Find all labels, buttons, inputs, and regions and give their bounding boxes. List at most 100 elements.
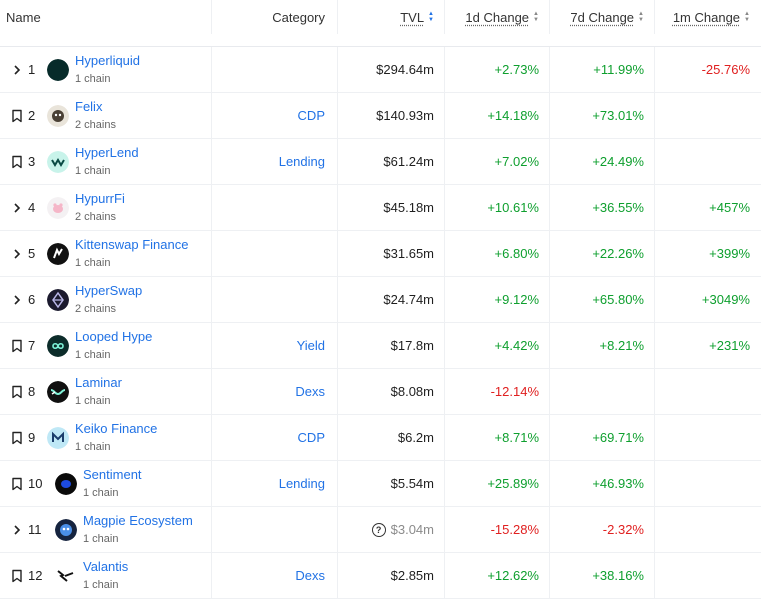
category-cell: [212, 231, 338, 276]
tvl-cell: $140.93m: [338, 93, 445, 138]
chevron-right-icon[interactable]: [6, 202, 28, 214]
chevron-right-icon[interactable]: [6, 524, 28, 536]
table-row[interactable]: 1 Hyperliquid 1 chain $294.64m +2.73% +11.99%…: [0, 47, 761, 93]
header-1m-change-sort[interactable]: 1m Change ▲ ▼: [672, 9, 750, 25]
bookmark-icon[interactable]: [6, 155, 28, 169]
header-7d-change-sort[interactable]: 7d Change ▲ ▼: [550, 0, 655, 34]
name-cell: 12 Valantis 1 chain: [0, 553, 212, 598]
table-row[interactable]: 8 Laminar 1 chain Dexs $8.08m -12.14%: [0, 369, 761, 415]
tvl-value: $24.74m: [383, 292, 434, 307]
table-row[interactable]: 9 Keiko Finance 1 chain CDP $6.2m +8.71% +69.7…: [0, 415, 761, 461]
change-1m-value: +231%: [709, 338, 750, 353]
kittenswap-logo: [47, 242, 69, 265]
category-link[interactable]: CDP: [297, 108, 325, 123]
tvl-cell: ? $3.04m: [338, 507, 445, 552]
protocol-name-link[interactable]: Valantis: [83, 559, 129, 574]
header-divider: [0, 34, 761, 47]
rank-number: 1: [28, 62, 36, 77]
change-7d-cell: +22.26%: [550, 231, 655, 276]
category-link[interactable]: Lending: [278, 476, 325, 491]
change-1d-value: +10.61%: [487, 200, 539, 215]
chevron-right-icon[interactable]: [6, 64, 28, 76]
chain-count: 1 chain: [75, 349, 111, 361]
question-icon[interactable]: ?: [371, 522, 386, 537]
change-1m-value: +399%: [709, 246, 750, 261]
table-row[interactable]: 7 Looped Hype 1 chain Yield $17.8m +4.42% +8.2…: [0, 323, 761, 369]
laminar-logo: [47, 380, 69, 403]
name-cell: 2 Felix 2 chains: [0, 93, 212, 138]
category-cell: [212, 185, 338, 230]
change-7d-value: +38.16%: [592, 568, 644, 583]
bookmark-icon[interactable]: [6, 569, 28, 583]
table-row[interactable]: 5 Kittenswap Finance 1 chain $31.65m +6.80% +…: [0, 231, 761, 277]
protocol-name-link[interactable]: Keiko Finance: [75, 421, 158, 436]
table-row[interactable]: 3 HyperLend 1 chain Lending $61.24m +7.02% +24…: [0, 139, 761, 185]
change-7d-value: +8.21%: [599, 338, 644, 353]
change-7d-cell: +36.55%: [550, 185, 655, 230]
table-row[interactable]: 2 Felix 2 chains CDP $140.93m +14.18% +73.01%: [0, 93, 761, 139]
table-row[interactable]: 12 Valantis 1 chain Dexs $2.85m +12.62% +38.16…: [0, 553, 761, 599]
name-cell: 11 Magpie Ecosystem 1 chain: [0, 507, 212, 552]
table-row[interactable]: 4 HypurrFi 2 chains $45.18m +10.61% +36.55% +4…: [0, 185, 761, 231]
protocol-name-link[interactable]: Sentiment: [83, 467, 142, 482]
change-7d-cell: +65.80%: [550, 277, 655, 322]
tvl-cell: $6.2m: [338, 415, 445, 460]
rank-number: 3: [28, 154, 36, 169]
change-1m-cell: [655, 93, 761, 138]
chain-count: 1 chain: [75, 395, 111, 407]
table-row[interactable]: 11 Magpie Ecosystem 1 chain? $3.04m -15.28% -…: [0, 507, 761, 553]
category-link[interactable]: Dexs: [295, 568, 325, 583]
name-cell: 3 HyperLend 1 chain: [0, 139, 212, 184]
chain-count: 2 chains: [75, 303, 116, 315]
protocol-name-link[interactable]: HyperLend: [75, 145, 139, 160]
change-1m-cell: [655, 139, 761, 184]
tvl-cell: $294.64m: [338, 47, 445, 92]
change-7d-value: -2.32%: [602, 522, 644, 537]
header-1d-change-sort[interactable]: 1d Change ▲ ▼: [445, 0, 550, 34]
bookmark-icon[interactable]: [6, 109, 28, 123]
change-1d-value: +8.71%: [494, 430, 539, 445]
change-1m-value: +457%: [709, 200, 750, 215]
protocol-name-link[interactable]: HypurrFi: [75, 191, 125, 206]
category-link[interactable]: Dexs: [295, 384, 325, 399]
bookmark-icon[interactable]: [6, 431, 28, 445]
protocol-name-link[interactable]: Looped Hype: [75, 329, 153, 344]
change-7d-value: +11.99%: [593, 62, 644, 77]
chevron-right-icon[interactable]: [6, 294, 28, 306]
tvl-value: $5.54m: [390, 476, 434, 491]
sort-icon: ▲ ▼: [428, 11, 434, 23]
rank-number: 5: [28, 246, 36, 261]
protocol-name-link[interactable]: Magpie Ecosystem: [83, 513, 193, 528]
rank-number: 8: [28, 384, 36, 399]
tvl-value: $3.04m: [390, 522, 434, 537]
table-row[interactable]: 6 HyperSwap 2 chains $24.74m +9.12% +65.80% +3…: [0, 277, 761, 323]
chain-count: 1 chain: [83, 487, 119, 499]
bookmark-icon[interactable]: [6, 477, 28, 491]
category-link[interactable]: Lending: [278, 154, 325, 169]
rank-number: 6: [28, 292, 36, 307]
rank-number: 11: [28, 522, 42, 537]
change-1m-cell: +231%: [655, 323, 761, 368]
rank-number: 2: [28, 108, 36, 123]
header-tvl-sort[interactable]: TVL ▲ ▼: [338, 0, 445, 34]
chain-count: 1 chain: [75, 257, 111, 269]
protocol-name-link[interactable]: Felix: [75, 99, 103, 114]
chevron-right-icon[interactable]: [6, 248, 28, 260]
change-1d-cell: +14.18%: [445, 93, 550, 138]
protocol-name-link[interactable]: Hyperliquid: [75, 53, 141, 68]
category-cell: [212, 277, 338, 322]
protocol-name-link[interactable]: Laminar: [75, 375, 122, 390]
chain-count: 1 chain: [75, 165, 111, 177]
tvl-value: $140.93m: [376, 108, 434, 123]
category-link[interactable]: CDP: [297, 430, 325, 445]
category-link[interactable]: Yield: [296, 338, 325, 353]
looped-hype-logo: [47, 334, 69, 357]
sentiment-logo: [55, 472, 77, 495]
change-7d-value: +46.93%: [592, 476, 644, 491]
protocol-name-link[interactable]: HyperSwap: [75, 283, 143, 298]
change-1d-cell: +10.61%: [445, 185, 550, 230]
table-row[interactable]: 10 Sentiment 1 chain Lending $5.54m +25.89% +4…: [0, 461, 761, 507]
protocol-name-link[interactable]: Kittenswap Finance: [75, 237, 189, 252]
bookmark-icon[interactable]: [6, 385, 28, 399]
bookmark-icon[interactable]: [6, 339, 28, 353]
